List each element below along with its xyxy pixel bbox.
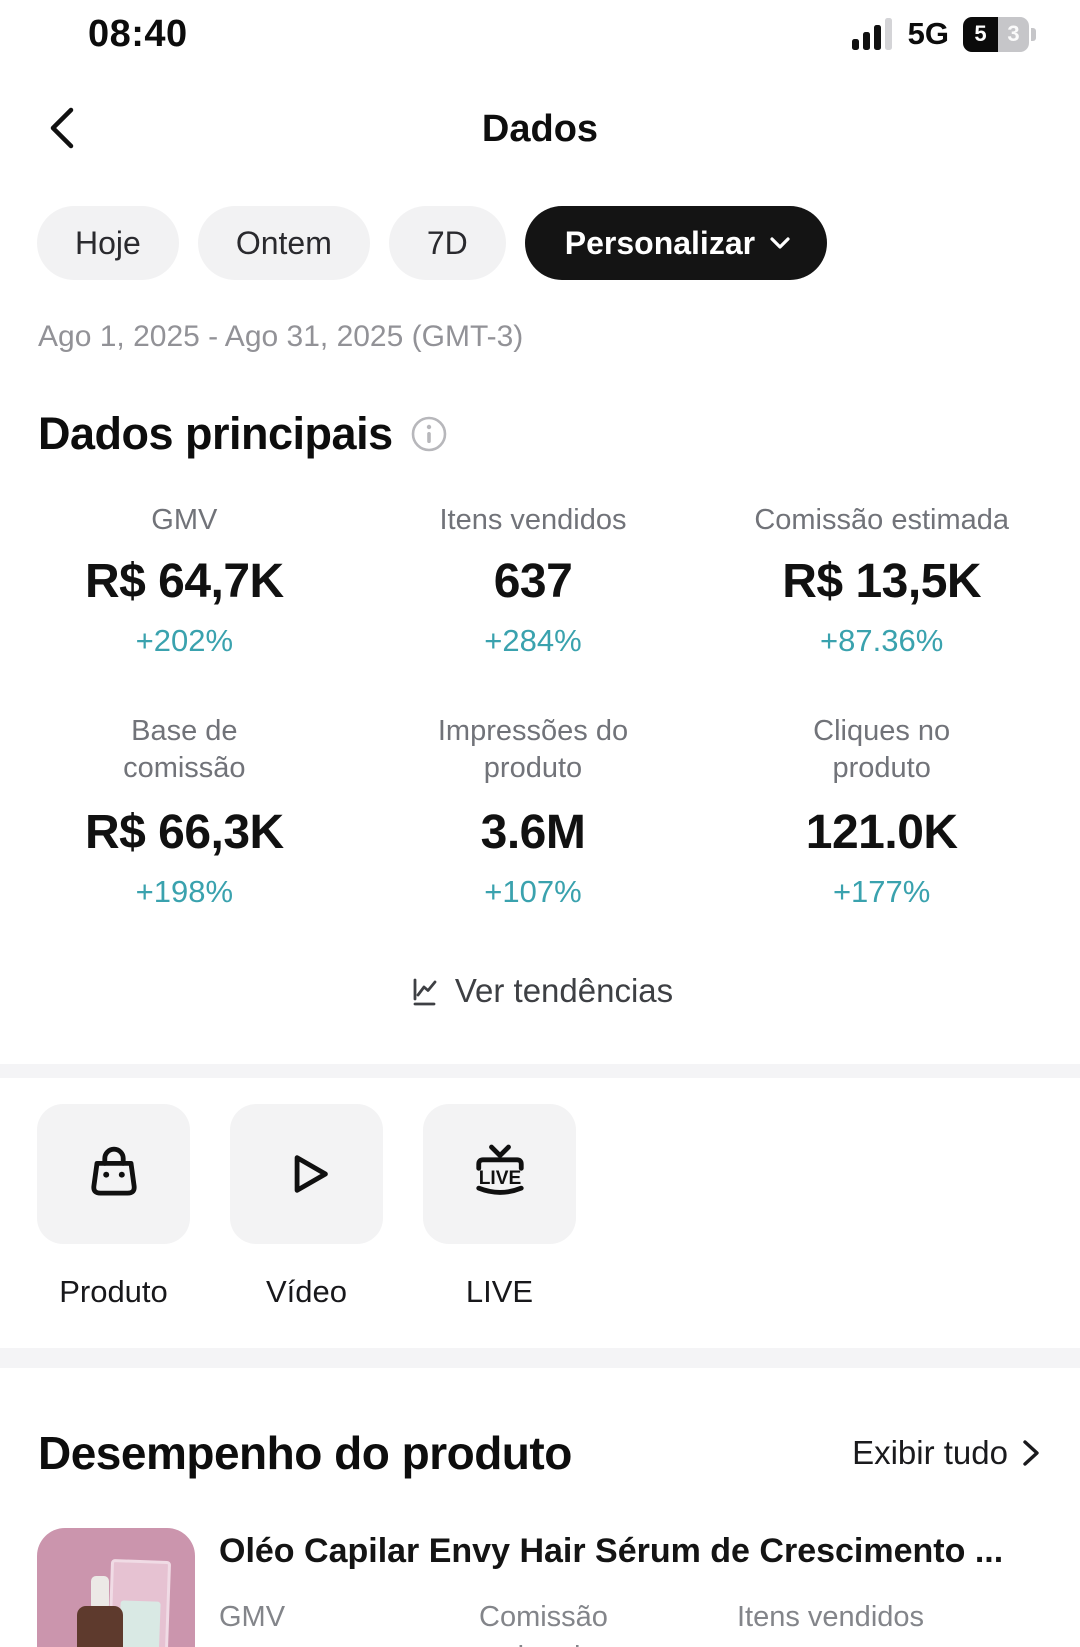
section-divider (0, 1064, 1080, 1078)
filter-chip-customize[interactable]: Personalizar (524, 206, 828, 280)
metric-items-sold: Itens vendidos 637 +284% (359, 502, 708, 659)
svg-text:LIVE: LIVE (478, 1168, 520, 1189)
chevron-right-icon (1018, 1436, 1042, 1470)
filter-chip-today[interactable]: Hoje (37, 206, 179, 280)
metric-label: Base de comissão (123, 715, 246, 784)
selected-date-range: Ago 1, 2025 - Ago 31, 2025 (GMT-3) (38, 320, 524, 353)
tile-live[interactable]: LIVE LIVE (423, 1104, 576, 1310)
status-bar: 08:40 5G 5 3 (0, 0, 1080, 58)
metric-value: R$ 66,3K (84, 806, 284, 859)
filter-chip-yesterday[interactable]: Ontem (197, 206, 370, 280)
product-col-items-sold: Itens vendidos (737, 1601, 925, 1633)
metric-product-impressions: Impressões do produto 3.6M +107% (359, 713, 708, 910)
battery-indicator: 5 3 (963, 16, 1036, 52)
product-col-commission: Comissão estimada (479, 1601, 608, 1647)
tile-live-label: LIVE (465, 1274, 534, 1309)
metric-estimated-commission: Comissão estimada R$ 13,5K +87.36% (707, 502, 1056, 659)
filter-chip-customize-label: Personalizar (564, 224, 756, 261)
tile-video-label: Vídeo (265, 1274, 347, 1309)
metric-label: Comissão estimada (754, 504, 1009, 536)
chevron-left-icon (45, 104, 79, 152)
chevron-down-icon (767, 233, 793, 253)
signal-strength-icon (851, 17, 894, 51)
key-metrics-grid: GMV R$ 64,7K +202% Itens vendidos 637 +2… (10, 502, 1056, 910)
show-all-label: Exibir tudo (852, 1434, 1008, 1471)
info-icon[interactable] (409, 414, 449, 454)
metric-value: 3.6M (480, 806, 586, 859)
main-data-title: Dados principais (38, 408, 393, 459)
metric-label: Impressões do produto (437, 715, 629, 784)
product-title: Oléo Capilar Envy Hair Sérum de Crescime… (219, 1532, 1004, 1570)
product-info: Oléo Capilar Envy Hair Sérum de Crescime… (219, 1528, 1042, 1647)
filter-chip-7d[interactable]: 7D (388, 206, 506, 280)
dropper-cap-graphic (91, 1576, 109, 1610)
product-thumbnail (37, 1528, 195, 1647)
shopping-bag-icon (80, 1140, 148, 1208)
battery-percent-right: 3 (997, 16, 1029, 52)
nav-bar: Dados (0, 96, 1080, 162)
clock: 08:40 (88, 12, 188, 55)
tile-product-label: Produto (59, 1274, 168, 1309)
metric-delta: +87.36% (820, 623, 944, 658)
show-all-link[interactable]: Exibir tudo (852, 1434, 1042, 1472)
metric-delta: +107% (484, 874, 582, 909)
product-performance-title: Desempenho do produto (38, 1427, 572, 1479)
battery-cap (1031, 27, 1036, 41)
play-icon (273, 1140, 341, 1208)
product-row[interactable]: Oléo Capilar Envy Hair Sérum de Crescime… (37, 1528, 1042, 1647)
battery-percent-left: 5 (963, 16, 998, 52)
tile-product[interactable]: Produto (37, 1104, 190, 1310)
live-tv-icon: LIVE (466, 1140, 534, 1208)
metric-value: R$ 13,5K (782, 555, 982, 608)
view-trends-label: Ver tendências (454, 972, 674, 1009)
network-type-label: 5G (907, 16, 949, 51)
metric-delta: +202% (135, 623, 234, 658)
back-button[interactable] (34, 100, 90, 156)
product-metric-columns: GMV Comissão estimada Itens vendidos (219, 1597, 1042, 1647)
metric-value: 121.0K (805, 806, 958, 859)
metric-label: Cliques no produto (813, 715, 951, 784)
metric-gmv: GMV R$ 64,7K +202% (10, 502, 359, 659)
category-tiles: Produto Vídeo LIVE (37, 1104, 1080, 1310)
product-performance-header: Desempenho do produto Exibir tudo (38, 1426, 1042, 1480)
section-divider (0, 1348, 1080, 1368)
date-filter-chips: Hoje Ontem 7D Personalizar (37, 206, 1080, 280)
product-col-gmv: GMV (219, 1601, 286, 1633)
metric-delta: +198% (135, 874, 234, 909)
metric-label: GMV (151, 504, 218, 536)
metric-value: R$ 64,7K (84, 555, 284, 608)
metric-delta: +284% (484, 623, 582, 658)
trend-chart-icon (407, 973, 443, 1009)
metric-label: Itens vendidos (439, 504, 627, 536)
main-data-heading-row: Dados principais (38, 408, 1080, 460)
metric-value: 637 (493, 555, 573, 608)
serum-bottle-graphic (77, 1606, 123, 1647)
page-title: Dados (481, 107, 599, 150)
view-trends-link[interactable]: Ver tendências (0, 972, 1080, 1010)
metric-commission-base: Base de comissão R$ 66,3K +198% (10, 713, 359, 910)
tile-video[interactable]: Vídeo (230, 1104, 383, 1310)
metric-product-clicks: Cliques no produto 121.0K +177% (707, 713, 1056, 910)
metric-delta: +177% (832, 874, 931, 909)
